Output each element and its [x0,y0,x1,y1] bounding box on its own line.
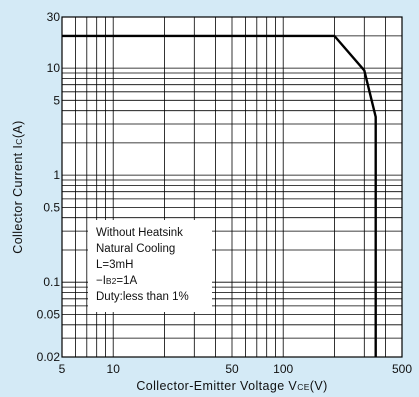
y-tick-label: 0.5 [43,200,60,214]
y-axis-title: Collector Current IC(A) [11,120,25,253]
annotation-line: L=3mH [96,259,134,271]
plot-frame [61,16,403,358]
x-axis-title-sub: CE [297,382,310,392]
y-tick-label: 30 [47,10,61,24]
annotation-line: Natural Cooling [96,243,176,255]
ib2-subscript: B2 [105,276,117,286]
ib2-prefix: −I [96,275,106,287]
annotation-line: Without Heatsink [96,227,183,239]
x-axis-title: Collector-Emitter Voltage VCE(V) [136,379,327,393]
y-tick-label: 1 [53,168,60,182]
x-tick-label: 10 [107,362,121,376]
ib2-suffix: =1A [116,275,138,287]
annotation-line: Duty:less than 1% [96,291,189,303]
conditions-annotation: Without Heatsink Natural Cooling L=3mH −… [88,220,212,312]
y-tick-label: 0.1 [43,275,60,289]
x-tick-labels: 5 10 50 100 500 [59,362,413,376]
grid [62,17,402,357]
y-axis-title-unit: (A) [11,120,25,138]
soa-boundary-line [62,34,377,357]
annotation-line-ib2: −IB2=1A [96,273,212,289]
y-axis-title-main: Collector Current I [11,145,25,254]
y-tick-labels: 0.02 0.05 0.1 0.5 1 5 10 30 [37,10,61,364]
x-axis-title-unit: (V) [310,379,328,393]
y-tick-label: 0.02 [37,350,61,364]
x-tick-label: 500 [392,362,412,376]
curve [62,34,377,357]
x-tick-label: 5 [59,362,66,376]
x-tick-label: 100 [273,362,293,376]
x-axis-title-main: Collector-Emitter Voltage V [136,379,297,393]
y-tick-label: 10 [47,61,61,75]
y-tick-label: 0.05 [37,307,61,321]
y-axis-title-sub: C [14,138,24,145]
x-tick-label: 50 [225,362,239,376]
y-tick-label: 5 [53,93,60,107]
